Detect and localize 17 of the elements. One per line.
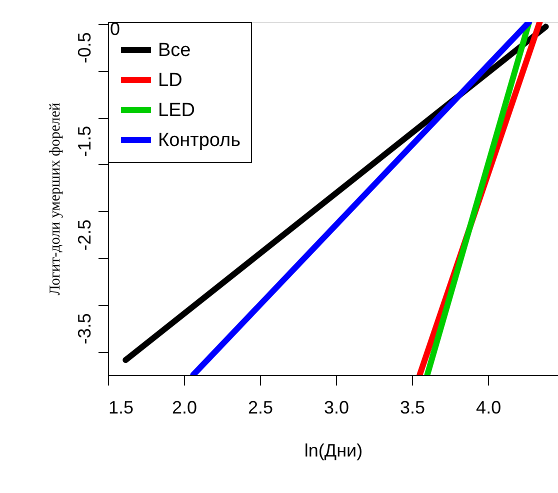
y-tick-label: -3.5 <box>74 313 94 344</box>
x-tick-label: 2.0 <box>172 398 198 418</box>
y-tick-label: -2.5 <box>74 220 94 251</box>
x-axis-title: ln(Дни) <box>304 440 363 460</box>
x-tick-label: 4.0 <box>476 398 502 418</box>
y-axis-title: Логит-доли умерших форелей <box>48 102 64 296</box>
x-tick-label: 3.5 <box>400 398 426 418</box>
x-tick-label: 1.5 <box>108 398 134 418</box>
legend-label: Все <box>158 40 191 61</box>
x-tick-label: 3.0 <box>324 398 350 418</box>
legend-label: Контроль <box>158 130 241 151</box>
y-tick-label: -1.5 <box>74 126 94 157</box>
annotation: 0 <box>110 19 120 39</box>
legend-label: LD <box>158 70 182 91</box>
legend-label: LED <box>158 100 195 121</box>
x-tick-label: 2.5 <box>248 398 274 418</box>
y-tick-label: -0.5 <box>74 32 94 64</box>
